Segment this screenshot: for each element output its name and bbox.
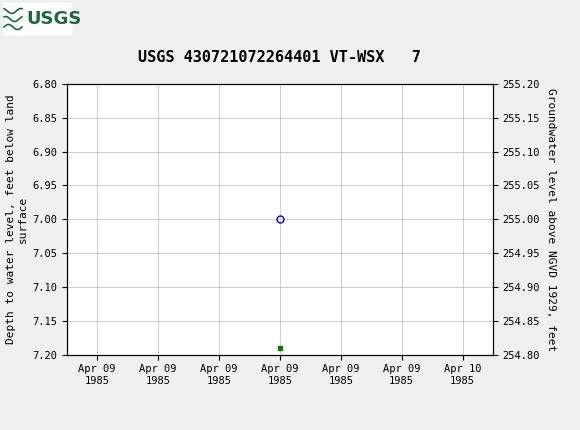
FancyBboxPatch shape: [3, 3, 71, 34]
Y-axis label: Groundwater level above NGVD 1929, feet: Groundwater level above NGVD 1929, feet: [546, 88, 556, 351]
Y-axis label: Depth to water level, feet below land
surface: Depth to water level, feet below land su…: [6, 95, 28, 344]
Text: USGS: USGS: [26, 9, 81, 28]
Text: USGS 430721072264401 VT-WSX   7: USGS 430721072264401 VT-WSX 7: [139, 49, 421, 64]
